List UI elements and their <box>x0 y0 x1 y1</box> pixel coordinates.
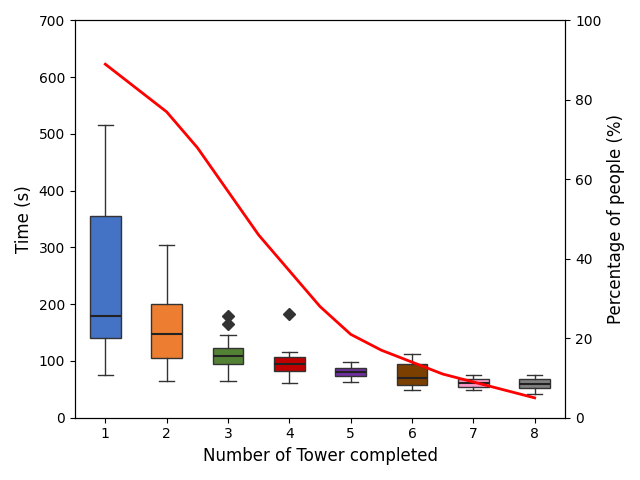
PathPatch shape <box>519 379 550 388</box>
PathPatch shape <box>458 379 489 386</box>
PathPatch shape <box>212 348 243 364</box>
Y-axis label: Percentage of people (%): Percentage of people (%) <box>607 114 625 324</box>
Y-axis label: Time (s): Time (s) <box>15 185 33 253</box>
PathPatch shape <box>397 364 428 385</box>
PathPatch shape <box>90 216 121 338</box>
X-axis label: Number of Tower completed: Number of Tower completed <box>202 447 438 465</box>
PathPatch shape <box>274 357 305 371</box>
PathPatch shape <box>151 304 182 358</box>
PathPatch shape <box>335 368 366 376</box>
